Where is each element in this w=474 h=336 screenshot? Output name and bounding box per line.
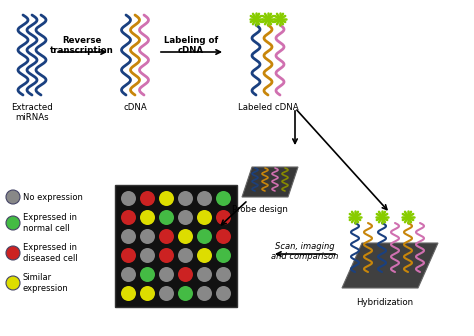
Circle shape [140,229,155,244]
Circle shape [159,210,174,225]
Text: Extracted
miRNAs: Extracted miRNAs [11,103,53,122]
Text: Labeling of
cDNA: Labeling of cDNA [164,36,218,55]
Circle shape [159,248,174,263]
Circle shape [216,267,231,282]
Circle shape [216,191,231,206]
Circle shape [178,248,193,263]
FancyBboxPatch shape [115,185,237,307]
Text: Expressed in
diseased cell: Expressed in diseased cell [23,243,78,263]
Circle shape [159,286,174,301]
Circle shape [216,229,231,244]
Circle shape [159,267,174,282]
Text: Labeled cDNA: Labeled cDNA [237,103,298,112]
Circle shape [159,191,174,206]
Circle shape [197,267,212,282]
Text: Hybridization: Hybridization [356,298,413,307]
Circle shape [197,286,212,301]
Polygon shape [242,167,298,197]
Circle shape [140,248,155,263]
Circle shape [178,286,193,301]
Circle shape [197,210,212,225]
Text: Scan, imaging
and comparison: Scan, imaging and comparison [271,242,339,261]
Circle shape [6,246,20,260]
Circle shape [121,248,136,263]
Circle shape [140,267,155,282]
Circle shape [197,229,212,244]
Text: Expressed in
normal cell: Expressed in normal cell [23,213,77,233]
Polygon shape [342,243,438,288]
Circle shape [178,210,193,225]
Circle shape [121,210,136,225]
Circle shape [197,248,212,263]
Circle shape [159,229,174,244]
Text: Reverse
transcription: Reverse transcription [50,36,114,55]
Circle shape [197,191,212,206]
Circle shape [6,216,20,230]
Circle shape [121,267,136,282]
Circle shape [6,276,20,290]
Circle shape [216,210,231,225]
Circle shape [216,248,231,263]
Text: No expression: No expression [23,193,83,202]
Circle shape [140,286,155,301]
Circle shape [6,190,20,204]
Circle shape [178,267,193,282]
Circle shape [121,191,136,206]
Circle shape [178,191,193,206]
Circle shape [216,286,231,301]
Text: Probe design: Probe design [232,205,288,214]
Circle shape [121,286,136,301]
Circle shape [121,229,136,244]
Circle shape [140,210,155,225]
Text: Similar
expression: Similar expression [23,273,69,293]
Text: cDNA: cDNA [123,103,147,112]
Circle shape [178,229,193,244]
Circle shape [140,191,155,206]
